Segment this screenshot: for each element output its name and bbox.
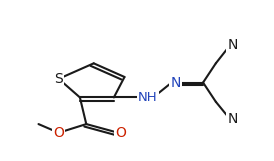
Text: NH: NH — [138, 91, 158, 104]
Text: O: O — [53, 126, 64, 140]
Text: O: O — [115, 126, 126, 140]
Text: S: S — [54, 72, 63, 86]
Text: N: N — [170, 76, 181, 90]
Text: N: N — [228, 38, 238, 52]
Text: N: N — [228, 112, 238, 126]
